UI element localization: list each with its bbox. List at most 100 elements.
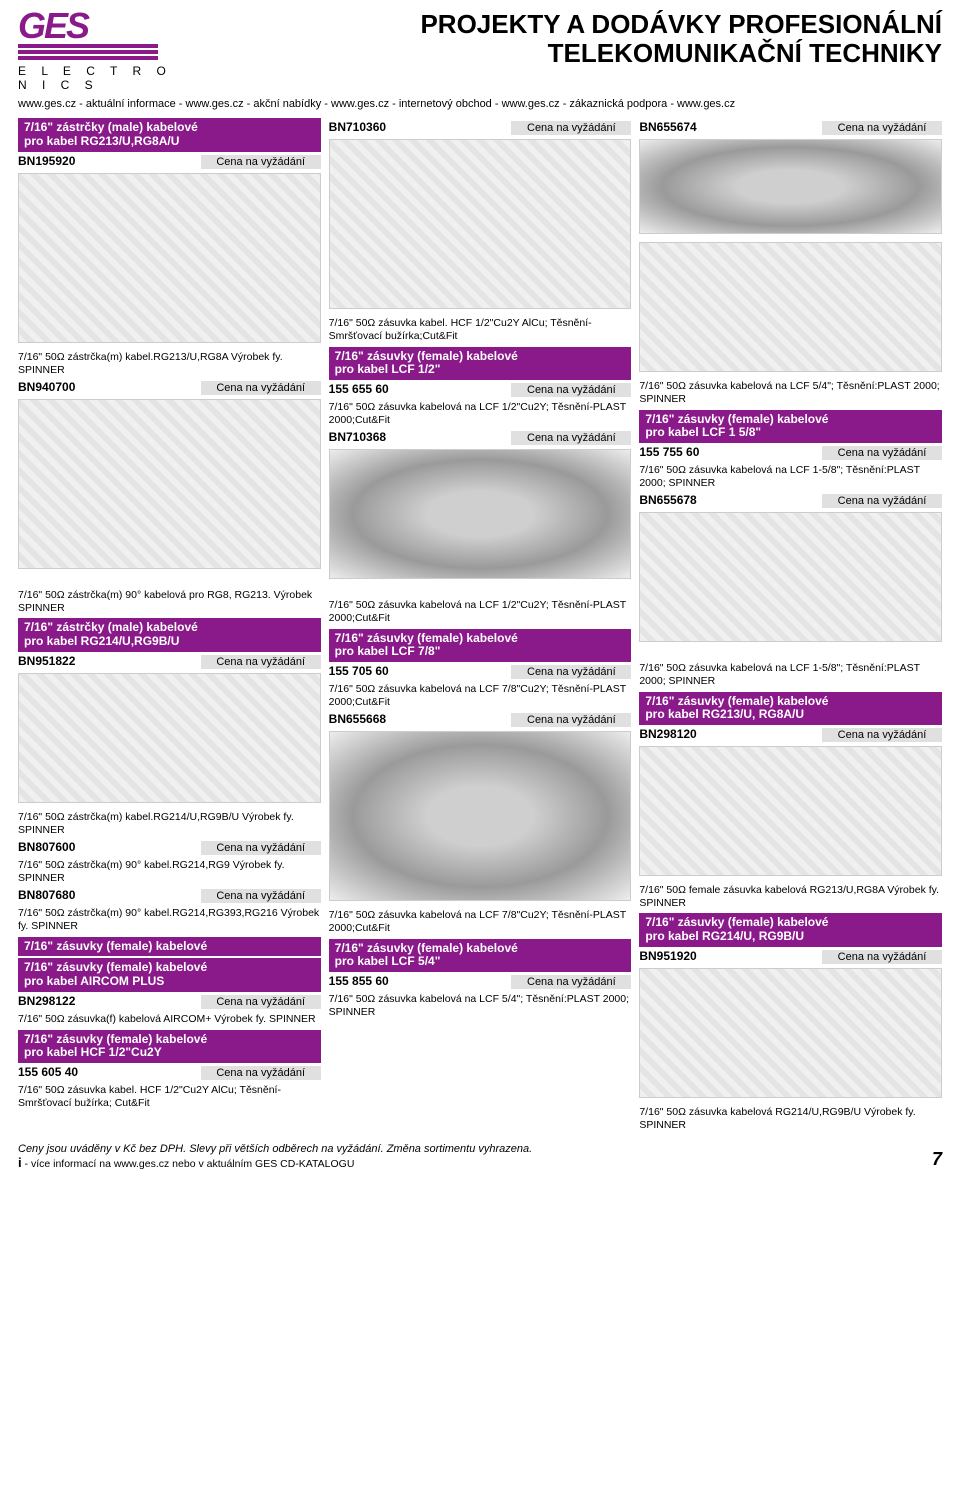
part-number: BN710360 — [329, 120, 386, 134]
product-row: BN298122 Cena na vyžádání — [18, 994, 321, 1009]
product-row: 155 655 60 Cena na vyžádání — [329, 382, 632, 397]
part-number: BN298122 — [18, 994, 75, 1008]
product-photo — [329, 449, 632, 579]
logo-subtext: E L E C T R O N I C S — [18, 64, 173, 92]
product-desc: 7/16" 50Ω zásuvka kabelová RG214/U,RG9B/… — [639, 1106, 942, 1131]
product-row: BN710360 Cena na vyžádání — [329, 120, 632, 135]
product-row: 155 605 40 Cena na vyžádání — [18, 1065, 321, 1080]
part-number: 155 755 60 — [639, 445, 699, 459]
tech-drawing — [639, 512, 942, 642]
product-row: BN807680 Cena na vyžádání — [18, 888, 321, 903]
column-1: 7/16" zástrčky (male) kabelové pro kabel… — [18, 118, 321, 1135]
product-desc: 7/16" 50Ω zástrčka(m) kabel.RG214/U,RG9B… — [18, 811, 321, 836]
price-label: Cena na vyžádání — [511, 713, 631, 727]
tech-drawing — [18, 673, 321, 803]
product-desc: 7/16" 50Ω zásuvka kabelová na LCF 1-5/8"… — [639, 662, 942, 687]
category-band: 7/16" zásuvky (female) kabelové pro kabe… — [639, 913, 942, 947]
header: GES E L E C T R O N I C S PROJEKTY A DOD… — [18, 10, 942, 92]
price-label: Cena na vyžádání — [201, 1066, 321, 1080]
part-number: 155 605 40 — [18, 1065, 78, 1079]
product-desc: 7/16" 50Ω zástrčka(m) 90° kabelová pro R… — [18, 589, 321, 614]
part-number: BN807680 — [18, 888, 75, 902]
price-label: Cena na vyžádání — [511, 383, 631, 397]
tech-drawing — [329, 139, 632, 309]
product-row: BN298120 Cena na vyžádání — [639, 727, 942, 742]
logo-text: GES — [18, 10, 173, 42]
product-row: BN807600 Cena na vyžádání — [18, 840, 321, 855]
product-desc: 7/16" 50Ω zástrčka(m) 90° kabel.RG214,RG… — [18, 907, 321, 932]
part-number: BN807600 — [18, 840, 75, 854]
price-label: Cena na vyžádání — [822, 494, 942, 508]
logo-stripes — [18, 44, 173, 60]
subheader-links: www.ges.cz - aktuální informace - www.ge… — [18, 98, 942, 110]
price-label: Cena na vyžádání — [822, 728, 942, 742]
page-title: PROJEKTY A DODÁVKY PROFESIONÁLNÍ TELEKOM… — [193, 10, 942, 67]
category-band: 7/16" zástrčky (male) kabelové pro kabel… — [18, 618, 321, 652]
column-2: BN710360 Cena na vyžádání 7/16" 50Ω zásu… — [329, 118, 632, 1135]
tech-drawing — [639, 968, 942, 1098]
product-row: BN655668 Cena na vyžádání — [329, 712, 632, 727]
product-row: BN951822 Cena na vyžádání — [18, 654, 321, 669]
price-label: Cena na vyžádání — [511, 665, 631, 679]
tech-drawing — [639, 746, 942, 876]
part-number: BN655678 — [639, 493, 696, 507]
product-desc: 7/16" 50Ω zásuvka kabelová na LCF 7/8"Cu… — [329, 909, 632, 934]
price-label: Cena na vyžádání — [201, 841, 321, 855]
price-label: Cena na vyžádání — [822, 950, 942, 964]
price-label: Cena na vyžádání — [511, 121, 631, 135]
product-row: BN655674 Cena na vyžádání — [639, 120, 942, 135]
product-desc: 7/16" 50Ω zásuvka kabelová na LCF 1-5/8"… — [639, 464, 942, 489]
price-label: Cena na vyžádání — [201, 381, 321, 395]
category-band: 7/16" zástrčky (male) kabelové pro kabel… — [18, 118, 321, 152]
product-row: 155 855 60 Cena na vyžádání — [329, 974, 632, 989]
product-desc: 7/16" 50Ω zásuvka kabel. HCF 1/2"Cu2Y Al… — [18, 1084, 321, 1109]
footer-line2: i - více informací na www.ges.cz nebo v … — [18, 1155, 532, 1170]
part-number: BN940700 — [18, 380, 75, 394]
title-line2: TELEKOMUNIKAČNÍ TECHNIKY — [193, 39, 942, 68]
product-desc: 7/16" 50Ω zásuvka kabelová na LCF 1/2"Cu… — [329, 599, 632, 624]
product-row: BN655678 Cena na vyžádání — [639, 493, 942, 508]
tech-drawing — [18, 173, 321, 343]
tech-drawing — [639, 242, 942, 372]
footer: Ceny jsou uváděny v Kč bez DPH. Slevy př… — [18, 1143, 942, 1170]
part-number: BN655668 — [329, 712, 386, 726]
category-band: 7/16" zásuvky (female) kabelové pro kabe… — [639, 692, 942, 726]
product-desc: 7/16" 50Ω zásuvka kabel. HCF 1/2"Cu2Y Al… — [329, 317, 632, 342]
part-number: 155 855 60 — [329, 974, 389, 988]
category-band: 7/16" zásuvky (female) kabelové pro kabe… — [329, 347, 632, 381]
category-band: 7/16" zásuvky (female) kabelové — [18, 937, 321, 957]
product-row: BN195920 Cena na vyžádání — [18, 154, 321, 169]
category-band: 7/16" zásuvky (female) kabelové pro kabe… — [639, 410, 942, 444]
product-desc: 7/16" 50Ω zásuvka kabelová na LCF 5/4"; … — [639, 380, 942, 405]
part-number: BN951822 — [18, 654, 75, 668]
title-line1: PROJEKTY A DODÁVKY PROFESIONÁLNÍ — [193, 10, 942, 39]
part-number: BN951920 — [639, 949, 696, 963]
product-desc: 7/16" 50Ω female zásuvka kabelová RG213/… — [639, 884, 942, 909]
price-label: Cena na vyžádání — [201, 889, 321, 903]
part-number: 155 705 60 — [329, 664, 389, 678]
product-desc: 7/16" 50Ω zásuvka kabelová na LCF 1/2"Cu… — [329, 401, 632, 426]
product-row: BN951920 Cena na vyžádání — [639, 949, 942, 964]
price-label: Cena na vyžádání — [201, 155, 321, 169]
part-number: BN195920 — [18, 154, 75, 168]
product-desc: 7/16" 50Ω zástrčka(m) 90° kabel.RG214,RG… — [18, 859, 321, 884]
price-label: Cena na vyžádání — [822, 121, 942, 135]
tech-drawing — [18, 399, 321, 569]
part-number: BN710368 — [329, 430, 386, 444]
category-band: 7/16" zásuvky (female) kabelové pro kabe… — [329, 629, 632, 663]
product-desc: 7/16" 50Ω zásuvka kabelová na LCF 5/4"; … — [329, 993, 632, 1018]
part-number: 155 655 60 — [329, 382, 389, 396]
category-band: 7/16" zásuvky (female) kabelové pro kabe… — [329, 939, 632, 973]
part-number: BN298120 — [639, 727, 696, 741]
price-label: Cena na vyžádání — [511, 431, 631, 445]
price-label: Cena na vyžádání — [511, 975, 631, 989]
product-row: BN940700 Cena na vyžádání — [18, 380, 321, 395]
part-number: BN655674 — [639, 120, 696, 134]
product-photo — [329, 731, 632, 901]
logo: GES E L E C T R O N I C S — [18, 10, 173, 92]
category-band: 7/16" zásuvky (female) kabelové pro kabe… — [18, 1030, 321, 1064]
price-label: Cena na vyžádání — [201, 655, 321, 669]
product-desc: 7/16" 50Ω zásuvka kabelová na LCF 7/8"Cu… — [329, 683, 632, 708]
column-3: BN655674 Cena na vyžádání 7/16" 50Ω zásu… — [639, 118, 942, 1135]
price-label: Cena na vyžádání — [201, 995, 321, 1009]
